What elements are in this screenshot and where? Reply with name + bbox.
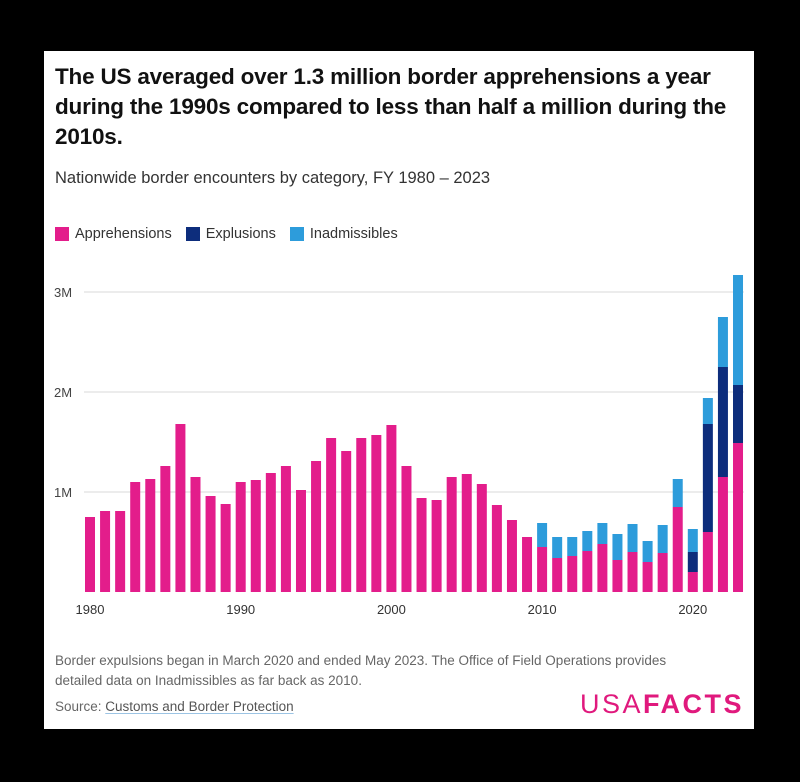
bar-apprehensions-2004: [446, 477, 457, 592]
legend-swatch-inadmissibles: [289, 227, 304, 241]
bar-apprehensions-1998: [356, 438, 367, 592]
bar-apprehensions-2021: [702, 532, 713, 592]
legend-label-inadmissibles: Inadmissibles: [309, 226, 398, 242]
bar-inadmissibles-2012: [567, 537, 578, 556]
x-tick-label: 2020: [678, 602, 707, 617]
bar-apprehensions-2001: [401, 466, 412, 592]
bar-explusions-2023: [733, 385, 744, 443]
bar-inadmissibles-2019: [672, 479, 683, 507]
bar-apprehensions-1988: [205, 496, 216, 592]
bar-inadmissibles-2020: [687, 529, 698, 552]
logo-part-facts: FACTS: [642, 689, 744, 719]
bar-inadmissibles-2022: [717, 317, 728, 367]
legend-swatch-apprehensions: [55, 227, 69, 241]
footnote: Border expulsions began in March 2020 an…: [55, 653, 667, 688]
bar-apprehensions-2017: [642, 562, 653, 592]
bar-inadmissibles-2013: [582, 531, 593, 551]
bar-apprehensions-1981: [100, 511, 111, 592]
bar-apprehensions-2007: [491, 505, 502, 592]
bar-apprehensions-1999: [371, 435, 382, 592]
bar-apprehensions-2015: [612, 560, 623, 592]
legend-item-inadmissibles: Inadmissibles: [289, 226, 398, 242]
legend-label-apprehensions: Apprehensions: [75, 226, 172, 242]
bar-apprehensions-1993: [280, 466, 291, 592]
bar-apprehensions-2016: [627, 552, 638, 592]
x-tick-label: 1990: [226, 602, 255, 617]
bar-inadmissibles-2018: [657, 525, 668, 553]
bar-explusions-2021: [702, 424, 713, 532]
bar-apprehensions-2018: [657, 553, 668, 592]
bar-apprehensions-2020: [687, 572, 698, 592]
bar-apprehensions-2019: [672, 507, 683, 592]
source-line: Source: Customs and Border Protection: [55, 699, 294, 714]
bar-apprehensions-2003: [431, 500, 442, 592]
bar-apprehensions-1986: [175, 424, 186, 592]
bar-apprehensions-2012: [567, 556, 578, 592]
bar-inadmissibles-2021: [702, 398, 713, 424]
bar-apprehensions-2010: [537, 547, 548, 592]
x-tick-label: 2000: [377, 602, 406, 617]
bar-apprehensions-2002: [416, 498, 427, 592]
bar-inadmissibles-2015: [612, 534, 623, 560]
bar-inadmissibles-2010: [537, 523, 548, 547]
legend-item-explusions: Explusions: [185, 226, 276, 242]
x-tick-label: 1980: [76, 602, 105, 617]
stacked-bar-chart: 1M 2M 3M 1980 1990 2000 2010 2020: [54, 275, 744, 617]
bar-apprehensions-2006: [476, 484, 487, 592]
bar-apprehensions-2000: [386, 425, 397, 592]
source-link[interactable]: Customs and Border Protection: [105, 699, 294, 714]
bar-apprehensions-1992: [265, 473, 276, 592]
chart-card: The US averaged over 1.3 million border …: [44, 51, 754, 729]
bar-apprehensions-1983: [130, 482, 141, 592]
bar-apprehensions-2009: [522, 537, 533, 592]
y-tick-label: 1M: [54, 485, 72, 500]
bar-inadmissibles-2011: [552, 537, 563, 558]
legend-label-explusions: Explusions: [205, 226, 276, 242]
y-tick-label: 2M: [54, 385, 72, 400]
legend: Apprehensions Explusions Inadmissibles: [55, 226, 412, 242]
bar-apprehensions-2005: [461, 474, 472, 592]
legend-item-apprehensions: Apprehensions: [55, 226, 172, 242]
bar-apprehensions-2013: [582, 551, 593, 592]
bar-apprehensions-1996: [326, 438, 337, 592]
source-prefix: Source:: [55, 699, 106, 714]
bar-apprehensions-2011: [552, 558, 563, 592]
bar-apprehensions-1994: [295, 490, 306, 592]
logo-part-usa: USA: [579, 689, 643, 719]
bar-apprehensions-1987: [190, 477, 201, 592]
bar-apprehensions-1997: [341, 451, 352, 592]
bar-inadmissibles-2023: [733, 275, 744, 385]
bar-apprehensions-1980: [85, 517, 95, 592]
bar-inadmissibles-2014: [597, 523, 608, 544]
bar-apprehensions-1995: [311, 461, 322, 592]
bar-apprehensions-2008: [506, 520, 517, 592]
bar-apprehensions-2023: [733, 443, 744, 592]
bar-inadmissibles-2016: [627, 524, 638, 552]
bar-apprehensions-1984: [145, 479, 156, 592]
bar-apprehensions-2022: [717, 477, 728, 592]
bar-inadmissibles-2017: [642, 541, 653, 562]
bar-apprehensions-1982: [115, 511, 126, 592]
y-tick-label: 3M: [54, 285, 72, 300]
usafacts-logo: USAFACTS: [580, 689, 744, 720]
bar-explusions-2020: [687, 552, 698, 572]
bar-apprehensions-1985: [160, 466, 171, 592]
legend-swatch-explusions: [185, 227, 200, 241]
bar-apprehensions-1991: [250, 480, 261, 592]
chart-subtitle: Nationwide border encounters by category…: [55, 169, 491, 187]
bar-apprehensions-2014: [597, 544, 608, 592]
chart-title: The US averaged over 1.3 million border …: [55, 64, 727, 149]
bar-apprehensions-1989: [220, 504, 231, 592]
x-tick-label: 2010: [528, 602, 557, 617]
bar-explusions-2022: [717, 367, 728, 477]
bar-apprehensions-1990: [235, 482, 246, 592]
